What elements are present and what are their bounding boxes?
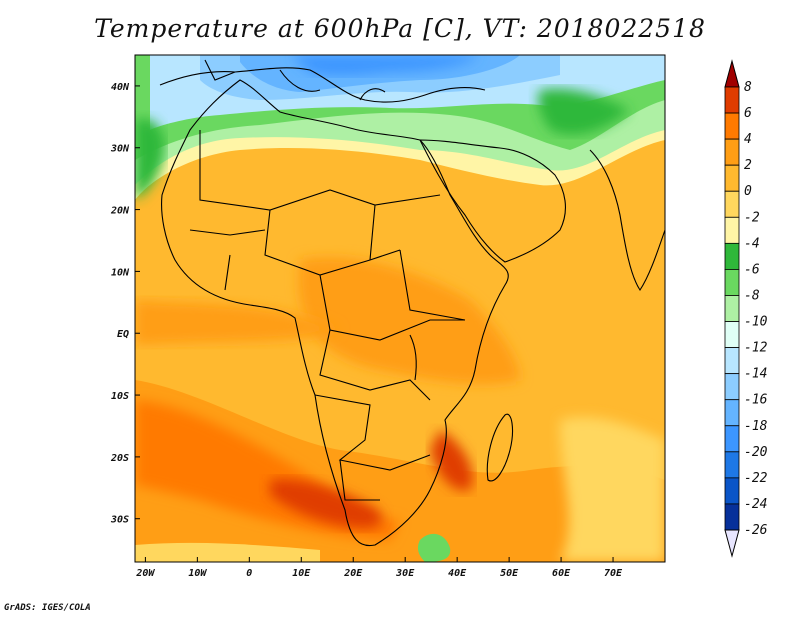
lon-tick-label: 30E [395, 568, 415, 579]
colorbar: 8 6 4 2 0 -2 -4 -6 -8 -10 -12 -14 -16 -18 -20 -22 -24 -26 [724, 59, 768, 558]
colorbar-label: -2 [744, 210, 760, 225]
colorbar-label: -26 [744, 523, 768, 538]
lon-tick-label: 70E [604, 568, 623, 579]
colorbar-swatch [724, 321, 740, 348]
colorbar-label: -6 [744, 262, 760, 277]
colorbar-label: 4 [744, 132, 752, 147]
lon-tick-label: 60E [552, 568, 571, 579]
colorbar-label: -20 [744, 445, 768, 460]
colorbar-swatch [724, 451, 740, 479]
colorbar-label: -22 [744, 471, 768, 486]
colorbar-swatch [724, 295, 740, 322]
lon-tick-label: 10E [292, 568, 311, 579]
latitude-axis: 40N 30N 20N 10N EQ 10S 20S 30S [110, 82, 140, 526]
lon-tick-label: 10W [188, 568, 207, 579]
lon-tick-label: 0 [246, 568, 252, 579]
colorbar-swatch [724, 399, 740, 427]
colorbar-label: 6 [744, 106, 752, 121]
colorbar-label: -4 [744, 236, 760, 251]
colorbar-label: -14 [744, 367, 767, 382]
longitude-axis: 20W 10W 0 10E 20E 30E 40E 50E 60E 70E [135, 557, 623, 579]
lat-tick-label: 20S [110, 453, 129, 464]
colorbar-label: 2 [744, 158, 752, 173]
colorbar-swatch [724, 503, 740, 531]
lon-tick-label: 20E [343, 568, 363, 579]
colorbar-swatch [724, 373, 740, 401]
lat-tick-label: 20N [110, 206, 130, 217]
lat-tick-label: 10S [111, 391, 129, 402]
plot-frame [134, 54, 666, 563]
colorbar-swatch [724, 347, 740, 375]
chart-title: Temperature at 600hPa [C], VT: 201802251… [94, 14, 706, 43]
colorbar-bottom-cap [724, 529, 740, 558]
lon-tick-label: 50E [500, 568, 519, 579]
colorbar-swatch [724, 190, 740, 218]
colorbar-swatch [724, 216, 740, 244]
lon-tick-label: 40E [448, 568, 467, 579]
colorbar-label: -8 [744, 288, 760, 303]
lon-tick-label: 20W [135, 568, 155, 579]
lat-tick-label: 40N [111, 82, 130, 93]
colorbar-swatch [724, 112, 740, 140]
coastlines [159, 59, 665, 547]
lat-tick-label: 10N [111, 267, 130, 278]
colorbar-label: -24 [744, 497, 767, 512]
colorbar-swatch [724, 269, 740, 296]
colorbar-swatch [724, 425, 740, 453]
colorbar-swatch [724, 477, 740, 505]
colorbar-top-cap [724, 59, 740, 88]
colorbar-label: -10 [744, 315, 768, 330]
colorbar-label: -12 [744, 341, 768, 356]
colorbar-label: 8 [744, 80, 752, 95]
lat-tick-label: EQ [117, 329, 129, 340]
lat-tick-label: 30S [110, 515, 129, 526]
colorbar-swatch [724, 86, 740, 114]
colorbar-label: -18 [744, 419, 768, 434]
colorbar-swatch [724, 164, 740, 192]
colorbar-label: 0 [744, 184, 752, 199]
grads-credit: GrADS: IGES/COLA [4, 603, 91, 613]
temperature-field [135, 55, 665, 562]
colorbar-swatch [724, 242, 740, 270]
lat-tick-label: 30N [110, 144, 130, 155]
colorbar-swatch [724, 138, 740, 166]
colorbar-label: -16 [744, 393, 768, 408]
